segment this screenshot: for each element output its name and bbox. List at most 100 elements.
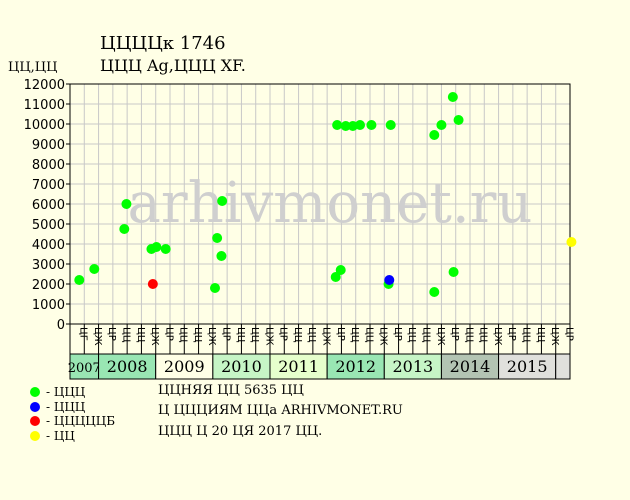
watermark-text: arhivmonet.ru [128,171,533,236]
chart-title-line2: ЦЦЦ Ag,ЦЦЦ XF. [100,56,246,75]
y-tick-label: 7000 [32,178,65,193]
legend-item-yellow: - ЦЦ [30,429,75,443]
legend-label: - ЦЦЦ [46,385,86,399]
data-point [453,115,464,125]
x-slot-label: ЦГ [78,327,89,341]
note-source: Ц ЦЦЦИЯМ ЦЦа ARHIVMONET.RU [158,403,403,418]
legend-label: - ЦЦЦ [46,400,86,414]
y-tick-label: 3000 [32,258,65,273]
x-slot-label: ЦР [106,327,117,341]
x-slot-label: ЦЦ [521,327,532,343]
data-point [147,279,158,289]
legend-swatch [30,416,40,426]
x-slot-label: ЦЦ [349,327,360,343]
x-slot-label: ЦЖ [92,327,103,346]
x-slot-label: ЦЖ [435,327,446,346]
x-slot-label: ЦР [392,327,403,341]
data-point [436,120,447,130]
year-label: 2008 [107,357,148,376]
legend-swatch [30,431,40,441]
x-slot-label: ЦЦ [292,327,303,343]
data-point [429,287,440,297]
x-slot-label: ЦЖ [492,327,503,346]
year-band-cell [69,353,100,380]
legend-label: - ЦЦ [46,429,75,443]
year-label: 2010 [221,357,262,376]
chart-title-line1: ЦЦЦЦк 1746 [100,33,226,54]
data-point [366,120,377,130]
data-point [89,264,100,274]
year-band-cell [155,353,214,380]
y-tick-label: 8000 [32,158,65,173]
data-point [384,275,395,285]
x-slot-label: ЦЖ [321,327,332,346]
year-band-cell [98,353,157,380]
data-point [210,283,220,293]
x-slot-label: ЦЦ [363,327,374,343]
x-slot-label: ЦЦ [178,327,189,343]
x-slot-label: ЦЦ [192,327,203,343]
year-band-cell [555,353,571,380]
data-point [385,120,396,130]
y-tick-label: 2000 [32,278,65,293]
y-tick-label: 11000 [24,98,65,113]
data-point [355,120,365,130]
year-label: 2007 [68,361,101,376]
y-tick-label: 1000 [32,298,65,313]
x-slot-label: ЦЦ [235,327,246,343]
legend-label: - ЦЦЦЦЦБ [46,414,116,428]
data-point [330,272,341,282]
x-slot-label: ЦЦ [463,327,474,343]
y-tick-label: 12000 [24,78,65,93]
note-average-price: ЦЦНЯЯ ЦЦ 5635 ЦЦ [158,383,304,398]
data-point [151,242,162,252]
y-tick-label: 5000 [32,218,65,233]
legend-item-red: - ЦЦЦЦЦБ [30,414,115,428]
x-slot-label: ЦЦ [135,327,146,343]
data-point [216,251,227,261]
y-tick-label: 10000 [24,118,65,133]
x-slot-label: ЦР [335,327,346,341]
x-slot-label: ЦЦ [478,327,489,343]
note-date: ЦЦЦ Ц 20 ЦЯ 2017 ЦЦ. [158,424,323,439]
y-tick-label: 0 [57,318,65,333]
year-label: 2015 [507,357,548,376]
year-label: 2012 [335,357,376,376]
legend-item-unsold: - ЦЦЦ [30,400,85,414]
y-tick-label: 9000 [32,138,65,153]
data-point [212,233,223,243]
year-band-cell [269,353,328,380]
x-slot-label: ЦР [163,327,174,341]
legend-swatch [30,402,40,412]
data-point [119,224,130,234]
data-point [447,92,458,102]
legend-swatch [30,387,40,397]
x-slot-label: ЦЖ [378,327,389,346]
x-slot-label: ЦЖ [549,327,560,346]
data-point [429,130,440,140]
x-slot-label: ЦР [221,327,232,341]
year-band-cell [383,353,442,380]
year-label: 2013 [392,357,433,376]
x-slot-label: ЦЖ [206,327,217,346]
y-tick-label: 4000 [32,238,65,253]
x-slot-label: ЦЦ [249,327,260,343]
data-point [335,265,346,275]
y-axis-unit-label: ЦЦ,ЦЦ [8,60,58,75]
x-slot-label: ЦЦ [306,327,317,343]
x-slot-label: ЦР [449,327,460,341]
x-slot-label: ЦЦ [421,327,432,343]
x-slot-label: ЦР [563,327,574,341]
x-slot-label: ЦЦ [535,327,546,343]
data-point [121,199,132,209]
data-point [448,267,459,277]
x-slot-label: ЦР [278,327,289,341]
year-label: 2011 [278,357,319,376]
slot-label-area [69,323,571,355]
year-label: 2009 [164,357,205,376]
data-point [160,244,171,254]
x-slot-label: ЦЖ [149,327,160,346]
legend-item-sold: - ЦЦЦ [30,385,85,399]
x-slot-label: ЦЦ [406,327,417,343]
y-tick-label: 6000 [32,198,65,213]
